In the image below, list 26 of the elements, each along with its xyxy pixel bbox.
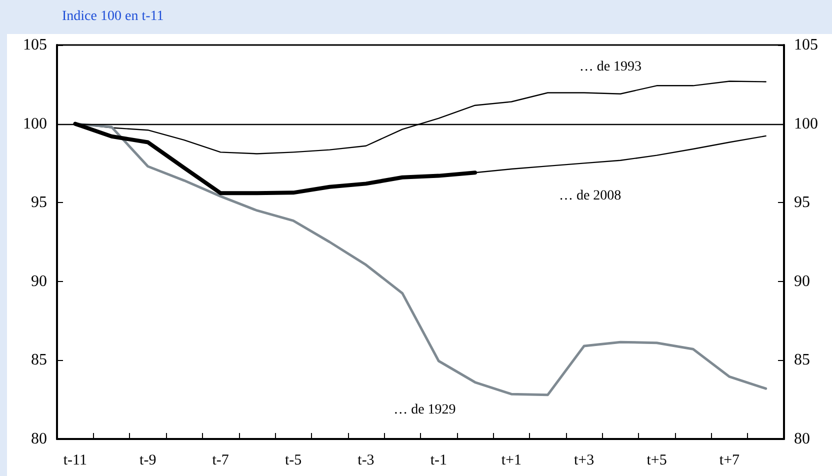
y2-tick-label: 95 bbox=[794, 194, 810, 212]
y-tick-label: 105 bbox=[23, 36, 47, 54]
series-label: … de 2008 bbox=[558, 188, 622, 204]
y2-tick-label: 80 bbox=[794, 430, 810, 448]
y-tick-label: 80 bbox=[31, 430, 47, 448]
x-tick-label: t-5 bbox=[284, 452, 302, 468]
x-tick-label: t+7 bbox=[719, 452, 740, 468]
x-tick-label: t+1 bbox=[501, 452, 522, 468]
x-tick-label: t-7 bbox=[212, 452, 230, 468]
x-tick-label: t-3 bbox=[358, 452, 374, 468]
x-tick-label: t-11 bbox=[63, 452, 87, 468]
x-tick-label: t-9 bbox=[140, 452, 156, 468]
series-label: … de 1993 bbox=[579, 59, 642, 74]
y2-tick-label: 90 bbox=[794, 272, 810, 290]
x-tick-label: t+3 bbox=[574, 452, 594, 468]
y-tick-label: 95 bbox=[31, 194, 47, 212]
x-tick-label: t+5 bbox=[646, 452, 667, 468]
chart-title: Indice 100 en t-11 bbox=[62, 9, 164, 25]
y2-tick-label: 85 bbox=[794, 352, 810, 369]
y-tick-label: 100 bbox=[23, 115, 47, 132]
y2-tick-label: 105 bbox=[794, 36, 818, 54]
series-label: … de 1929 bbox=[394, 402, 456, 418]
x-tick-label: t-1 bbox=[430, 452, 448, 468]
y-tick-label: 90 bbox=[31, 272, 47, 290]
y2-tick-label: 100 bbox=[794, 115, 818, 132]
y-tick-label: 85 bbox=[31, 352, 47, 369]
